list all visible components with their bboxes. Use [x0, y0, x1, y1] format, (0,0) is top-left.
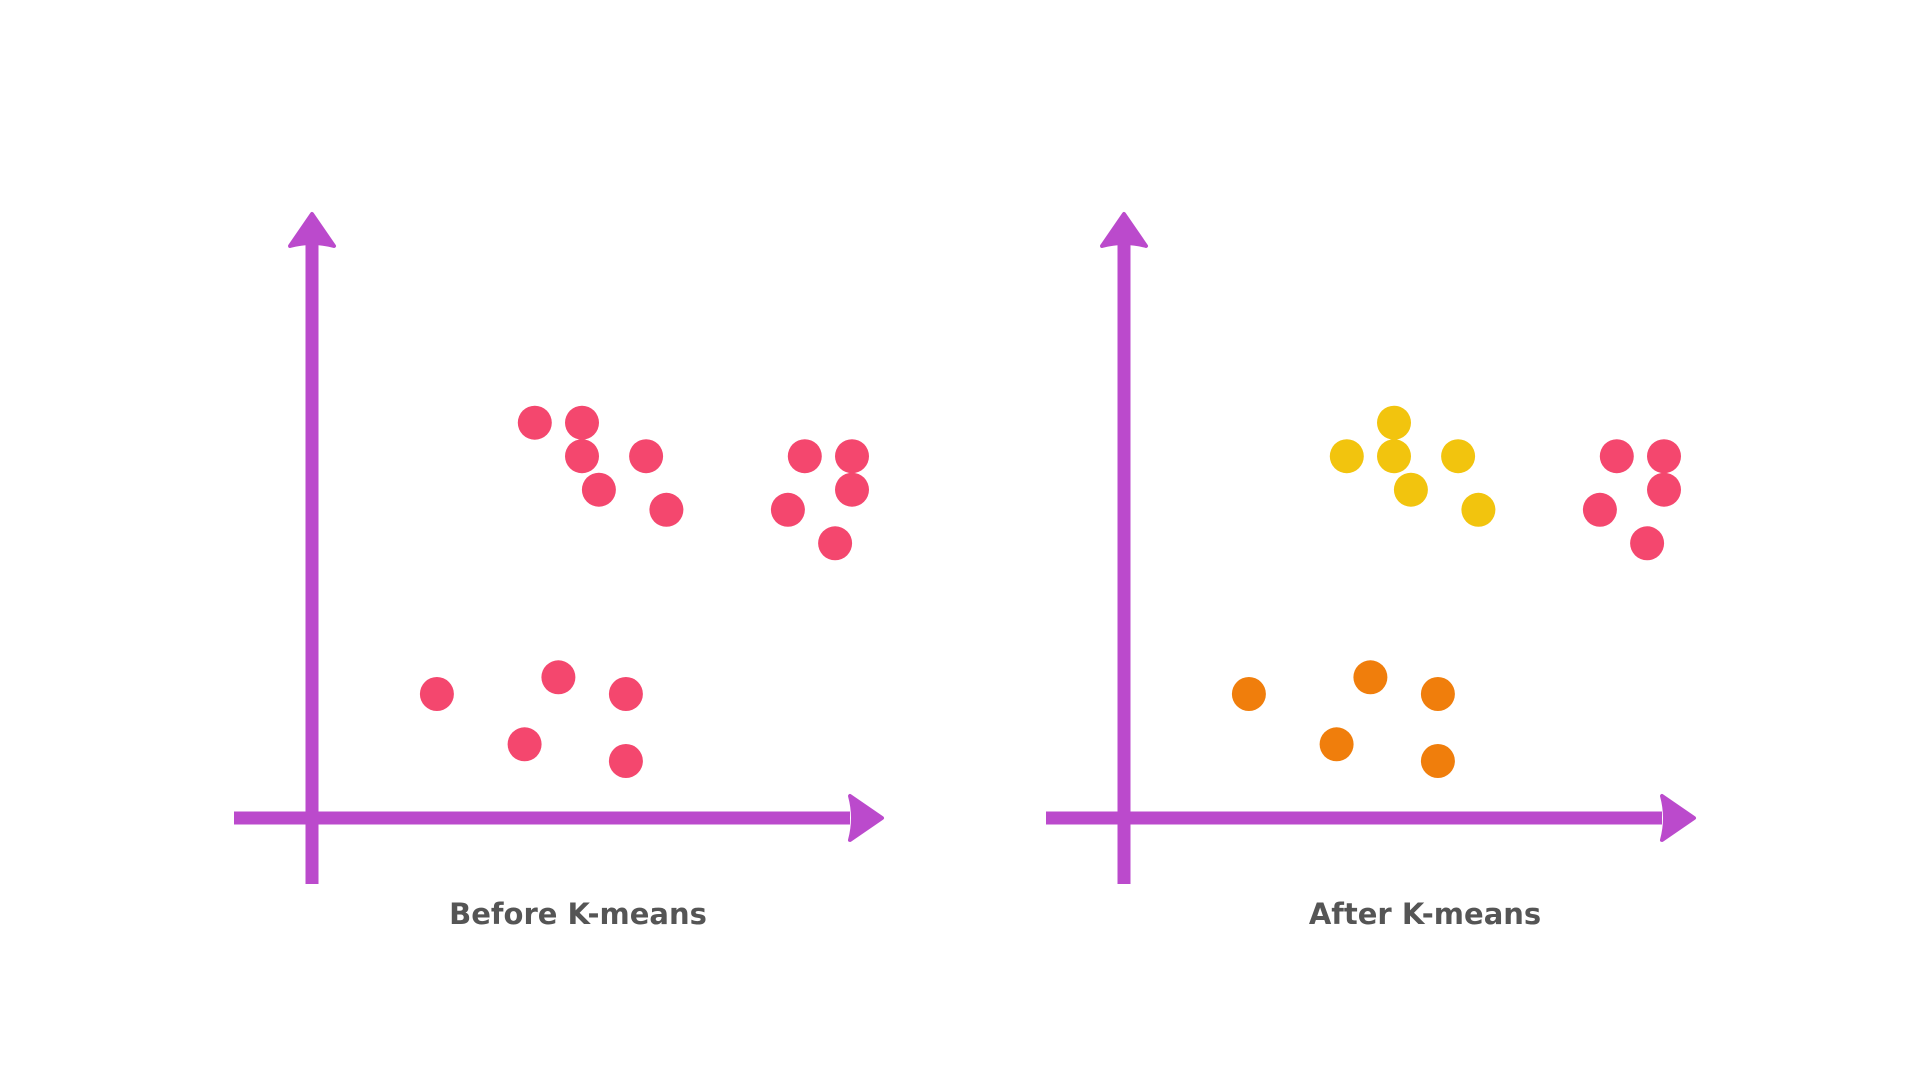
x-axis-arrowhead	[848, 794, 884, 842]
after-kmeans-panel	[1046, 212, 1696, 884]
data-point	[1582, 492, 1617, 527]
data-point	[1319, 727, 1354, 762]
data-point	[1441, 439, 1476, 474]
data-point	[629, 439, 664, 474]
data-point	[419, 677, 454, 711]
data-point	[835, 439, 869, 474]
data-point	[1329, 439, 1364, 474]
data-point	[1630, 526, 1665, 561]
x-axis-arrowhead	[1660, 794, 1696, 842]
before-kmeans-caption: Before K-means	[449, 897, 707, 931]
data-point	[581, 472, 616, 507]
data-point	[565, 405, 599, 440]
data-point	[1231, 677, 1266, 711]
data-point	[517, 405, 552, 440]
data-point	[1377, 405, 1411, 440]
data-point	[1353, 660, 1388, 695]
data-point	[1420, 744, 1455, 778]
data-point	[787, 439, 822, 474]
data-point	[1461, 492, 1496, 527]
before-kmeans-panel	[234, 212, 884, 884]
data-point	[818, 526, 853, 561]
data-point	[1377, 439, 1411, 474]
data-point	[608, 677, 643, 711]
data-point	[565, 439, 599, 474]
data-point	[1647, 472, 1681, 507]
y-axis-arrowhead	[288, 212, 336, 248]
data-point	[541, 660, 576, 695]
data-point	[608, 744, 643, 778]
data-point	[1420, 677, 1455, 711]
data-point	[770, 492, 805, 527]
data-point	[1647, 439, 1681, 474]
data-point	[835, 472, 869, 507]
data-point	[649, 492, 684, 527]
data-point	[507, 727, 542, 762]
y-axis-arrowhead	[1100, 212, 1148, 248]
data-point	[1599, 439, 1634, 474]
after-kmeans-caption: After K-means	[1309, 897, 1541, 931]
data-point	[1393, 472, 1428, 507]
